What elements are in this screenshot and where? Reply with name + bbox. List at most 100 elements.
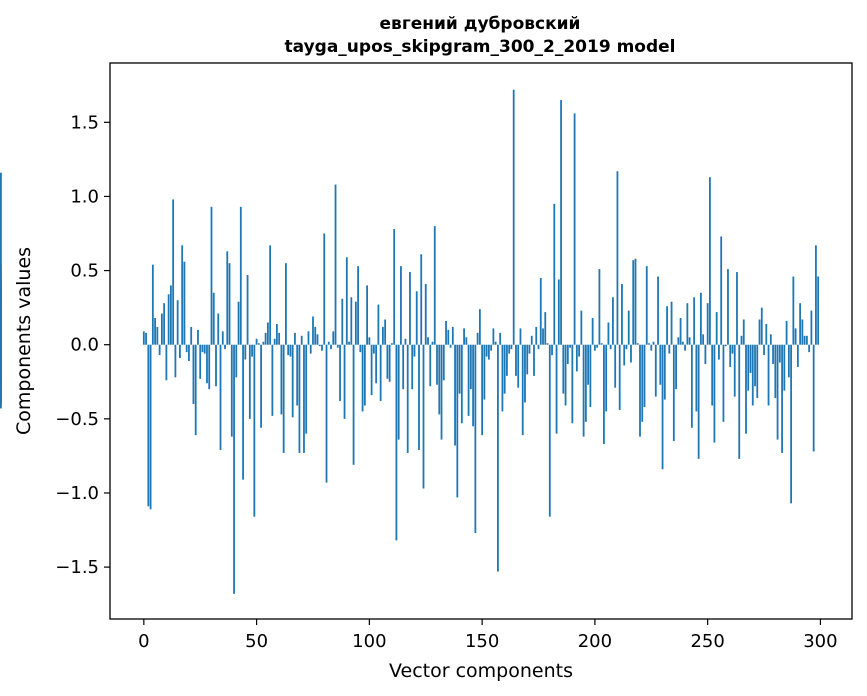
bar <box>379 344 382 402</box>
bar <box>224 344 226 350</box>
x-tick-label: 50 <box>245 631 268 652</box>
bar <box>280 344 283 415</box>
bar <box>212 292 215 345</box>
bar <box>388 344 391 382</box>
chart-subtitle: tayga_upos_skipgram_300_2_2019 model <box>285 37 676 57</box>
bar <box>632 260 635 345</box>
bar <box>774 344 777 399</box>
bar <box>778 344 781 363</box>
bar <box>584 344 587 422</box>
bar <box>736 272 738 345</box>
bar <box>197 329 199 345</box>
bar <box>418 344 420 450</box>
y-tick-label: 0.5 <box>70 261 99 282</box>
bar <box>634 258 637 345</box>
bar <box>307 331 310 345</box>
bar <box>497 344 499 572</box>
bar <box>654 344 657 397</box>
bar <box>519 328 522 345</box>
bar <box>724 344 727 347</box>
bar <box>562 344 565 394</box>
bar <box>431 341 434 345</box>
bar <box>612 297 614 345</box>
bar <box>521 344 524 436</box>
bar <box>539 277 542 345</box>
bar <box>512 89 515 345</box>
bar <box>181 245 184 345</box>
bar <box>709 177 711 345</box>
bar <box>447 329 450 345</box>
bar <box>246 275 249 345</box>
bar <box>237 301 240 345</box>
bar <box>226 251 229 345</box>
bar <box>799 303 802 345</box>
bar <box>269 245 272 345</box>
bar <box>749 344 752 373</box>
bar <box>569 344 571 348</box>
bar <box>593 344 596 351</box>
y-axis-label: Components values <box>13 247 35 435</box>
bar <box>810 310 813 345</box>
bar <box>801 319 804 345</box>
bar <box>427 337 429 345</box>
bar <box>336 344 339 348</box>
bar <box>663 344 666 400</box>
bar <box>393 229 396 345</box>
bar <box>607 322 610 345</box>
bar <box>210 206 213 345</box>
bar <box>458 344 461 394</box>
bar <box>149 344 152 510</box>
bar <box>627 310 630 345</box>
bar <box>575 344 578 372</box>
bar <box>582 344 585 437</box>
bar <box>767 344 770 406</box>
bar <box>718 344 720 360</box>
bar <box>185 344 188 353</box>
bar <box>506 344 508 376</box>
bar <box>287 344 290 356</box>
bar <box>151 264 154 345</box>
bar <box>564 344 567 406</box>
bar <box>684 344 686 351</box>
bar <box>183 261 186 345</box>
bar <box>264 332 267 345</box>
bar <box>215 344 217 387</box>
x-tick-label: 200 <box>578 631 612 652</box>
bar <box>413 344 416 357</box>
bar <box>803 335 806 345</box>
bar <box>580 310 583 345</box>
bar <box>686 303 689 345</box>
bar <box>409 272 411 345</box>
bar <box>384 319 387 345</box>
bar <box>535 326 538 345</box>
bar <box>702 334 705 345</box>
bar <box>228 263 231 345</box>
bar <box>255 338 258 345</box>
bar <box>169 285 172 345</box>
bar <box>397 344 400 440</box>
bar <box>368 337 371 345</box>
bar <box>805 335 808 345</box>
bar <box>145 332 147 345</box>
bar <box>305 344 308 434</box>
bar <box>174 344 177 378</box>
bar <box>438 344 441 415</box>
x-tick-label: 0 <box>138 631 149 652</box>
bar <box>524 344 526 403</box>
bar <box>754 344 756 387</box>
bar <box>760 307 763 345</box>
bars-group <box>0 89 820 594</box>
bar <box>618 344 621 410</box>
bar <box>553 203 556 345</box>
y-tick-label: −0.5 <box>55 409 99 430</box>
bar <box>343 344 346 419</box>
bar <box>742 319 745 345</box>
bar <box>0 279 2 345</box>
bar <box>469 344 472 390</box>
bar <box>260 344 262 428</box>
bar <box>314 326 317 345</box>
bar <box>298 344 301 453</box>
y-tick-label: 1.5 <box>70 112 99 133</box>
bar <box>366 285 368 345</box>
bar <box>796 344 799 367</box>
